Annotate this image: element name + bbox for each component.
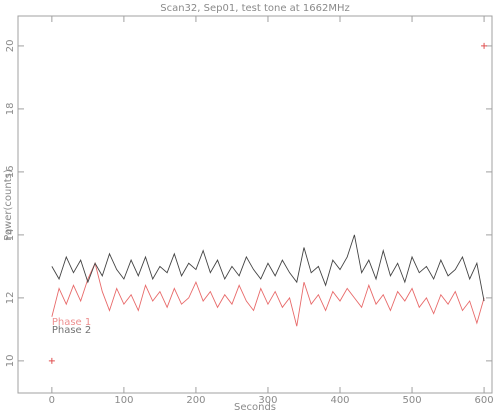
- data-line: [51, 234, 485, 302]
- x-axis-label: Seconds: [234, 402, 276, 413]
- x-tick-label: 400: [330, 395, 349, 406]
- y-tick-label: 10: [5, 355, 16, 368]
- x-tick-label: 200: [186, 395, 205, 406]
- x-tick-label: 100: [114, 395, 133, 406]
- x-tick-label: 600: [475, 395, 494, 406]
- y-axis-label: Power(counts): [3, 169, 14, 241]
- plot-frame: [17, 15, 493, 394]
- y-tick-label: 20: [5, 40, 16, 53]
- point-marker: [48, 357, 55, 364]
- y-tick-label: 12: [5, 292, 16, 305]
- point-marker: [481, 42, 488, 49]
- data-line: [51, 261, 485, 327]
- y-tick-label: 14: [5, 229, 16, 242]
- legend-label: Phase 2: [52, 325, 91, 336]
- legend-label: Phase 1: [52, 317, 91, 328]
- x-tick-label: 300: [258, 395, 277, 406]
- y-tick-label: 16: [5, 166, 16, 179]
- chart-title: Scan32, Sep01, test tone at 1662MHz: [160, 3, 350, 14]
- y-tick-label: 18: [5, 103, 16, 116]
- x-tick-label: 0: [49, 395, 55, 406]
- x-tick-label: 500: [402, 395, 421, 406]
